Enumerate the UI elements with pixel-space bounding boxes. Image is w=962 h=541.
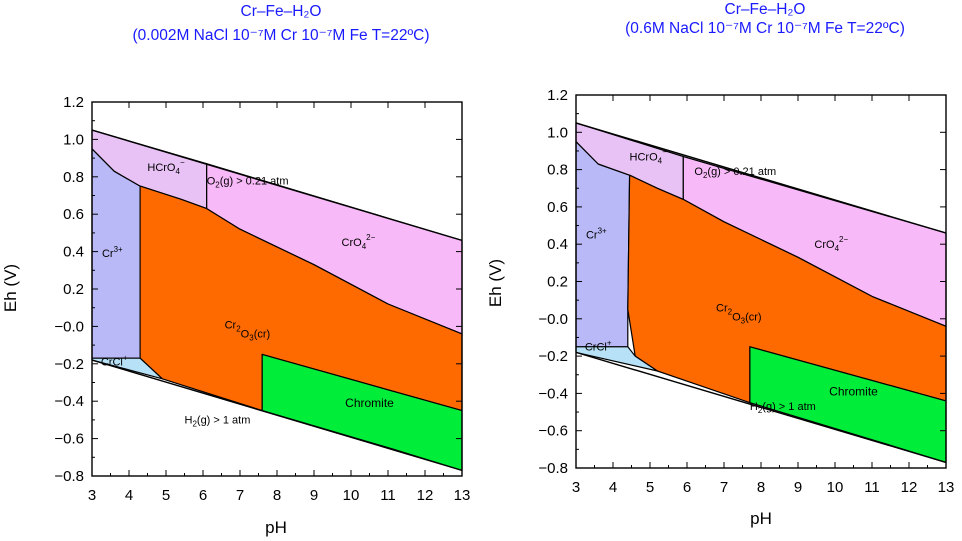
chart-left-xlabel: pH <box>265 518 287 537</box>
chart-left-title-line2: (0.002M NaCl 10⁻⁷M Cr 10⁻⁷M Fe T=22ºC) <box>133 27 430 44</box>
x-tick-label: 7 <box>236 487 244 504</box>
y-tick-label: 0.4 <box>547 236 568 253</box>
y-tick-label: 0.6 <box>63 206 84 223</box>
y-tick-label: 1.2 <box>547 87 568 104</box>
y-tick-label: −0.2 <box>54 356 84 373</box>
y-tick-label: −0.2 <box>538 348 568 365</box>
region-label-hcro4: HCrO4− <box>630 147 668 165</box>
x-tick-label: 3 <box>88 487 96 504</box>
region-label-cro4: CrO42− <box>814 235 848 253</box>
region-label-crcl: CrCl+ <box>585 339 612 354</box>
y-tick-label: 0.8 <box>547 162 568 179</box>
x-tick-label: 3 <box>572 479 580 496</box>
x-tick-label: 8 <box>273 487 281 504</box>
chart-left-title-line1: Cr–Fe–H₂O <box>241 3 322 20</box>
region-label-cr2o3: Cr2O3(cr) <box>225 319 271 342</box>
chart-left: Cr–Fe–H₂O (0.002M NaCl 10⁻⁷M Cr 10⁻⁷M Fe… <box>1 3 470 537</box>
x-tick-label: 4 <box>125 487 133 504</box>
y-tick-label: 0.4 <box>63 244 84 261</box>
y-tick-label: 0.6 <box>547 199 568 216</box>
x-tick-label: 6 <box>199 487 207 504</box>
y-tick-label: −0.0 <box>538 311 568 328</box>
x-tick-label: 13 <box>938 479 955 496</box>
y-tick-label: −0.8 <box>538 460 568 477</box>
y-tick-label: 0.2 <box>547 274 568 291</box>
x-tick-label: 4 <box>609 479 617 496</box>
y-tick-label: −0.8 <box>54 468 84 485</box>
water-lower-line <box>575 351 947 464</box>
chart-right: Cr–Fe–H₂O (0.6M NaCl 10⁻⁷M Cr 10⁻⁷M Fe T… <box>486 1 954 528</box>
h2-note: H2(g) > 1 atm <box>750 401 816 415</box>
y-tick-label: −0.4 <box>538 385 568 402</box>
region-label-cr3: Cr3+ <box>102 245 123 260</box>
chart-left-ylabel: Eh (V) <box>1 264 20 312</box>
region-label-hcro4: HCrO4− <box>147 158 185 176</box>
region-label-crcl: CrCl+ <box>101 354 128 369</box>
y-tick-label: −0.6 <box>54 431 84 448</box>
chart-right-title-line2: (0.6M NaCl 10⁻⁷M Cr 10⁻⁷M Fe T=22ºC) <box>625 20 905 37</box>
x-tick-label: 11 <box>864 479 880 496</box>
x-tick-label: 5 <box>646 479 654 496</box>
y-tick-label: −0.6 <box>538 423 568 440</box>
x-tick-label: 7 <box>720 479 728 496</box>
y-tick-label: −0.0 <box>54 318 84 335</box>
y-tick-label: 1.0 <box>547 124 568 141</box>
chart-right-xlabel: pH <box>750 509 772 528</box>
region-label-cr2o3: Cr2O3(cr) <box>716 302 762 325</box>
y-tick-label: 0.8 <box>63 169 84 186</box>
chart-right-ylabel: Eh (V) <box>486 259 505 307</box>
x-tick-label: 10 <box>343 487 360 504</box>
y-tick-label: 1.2 <box>63 94 84 111</box>
x-tick-label: 11 <box>380 487 396 504</box>
x-tick-label: 8 <box>757 479 765 496</box>
o2-note: O2(g) > 0.21 atm <box>694 166 776 180</box>
x-tick-label: 13 <box>454 487 471 504</box>
region-label-chromite: Chromite <box>345 396 394 410</box>
x-tick-label: 12 <box>901 479 918 496</box>
region-label-cr3: Cr3+ <box>586 227 607 242</box>
x-tick-label: 5 <box>162 487 170 504</box>
chart-right-title-line1: Cr–Fe–H₂O <box>725 1 806 18</box>
region-label-cro4: CrO42− <box>342 233 376 251</box>
x-tick-label: 9 <box>794 479 802 496</box>
y-tick-label: 0.2 <box>63 281 84 298</box>
x-tick-label: 10 <box>827 479 844 496</box>
region-label-chromite: Chromite <box>829 384 878 398</box>
x-tick-label: 9 <box>310 487 318 504</box>
h2-note: H2(g) > 1 atm <box>185 415 251 429</box>
o2-note: O2(g) > 0.21 atm <box>207 175 289 189</box>
x-tick-label: 6 <box>683 479 691 496</box>
y-tick-label: −0.4 <box>54 393 84 410</box>
x-tick-label: 12 <box>417 487 434 504</box>
water-upper-line <box>91 129 463 242</box>
water-upper-line <box>575 122 947 234</box>
water-lower-line <box>91 359 463 472</box>
y-tick-label: 1.0 <box>63 131 84 148</box>
